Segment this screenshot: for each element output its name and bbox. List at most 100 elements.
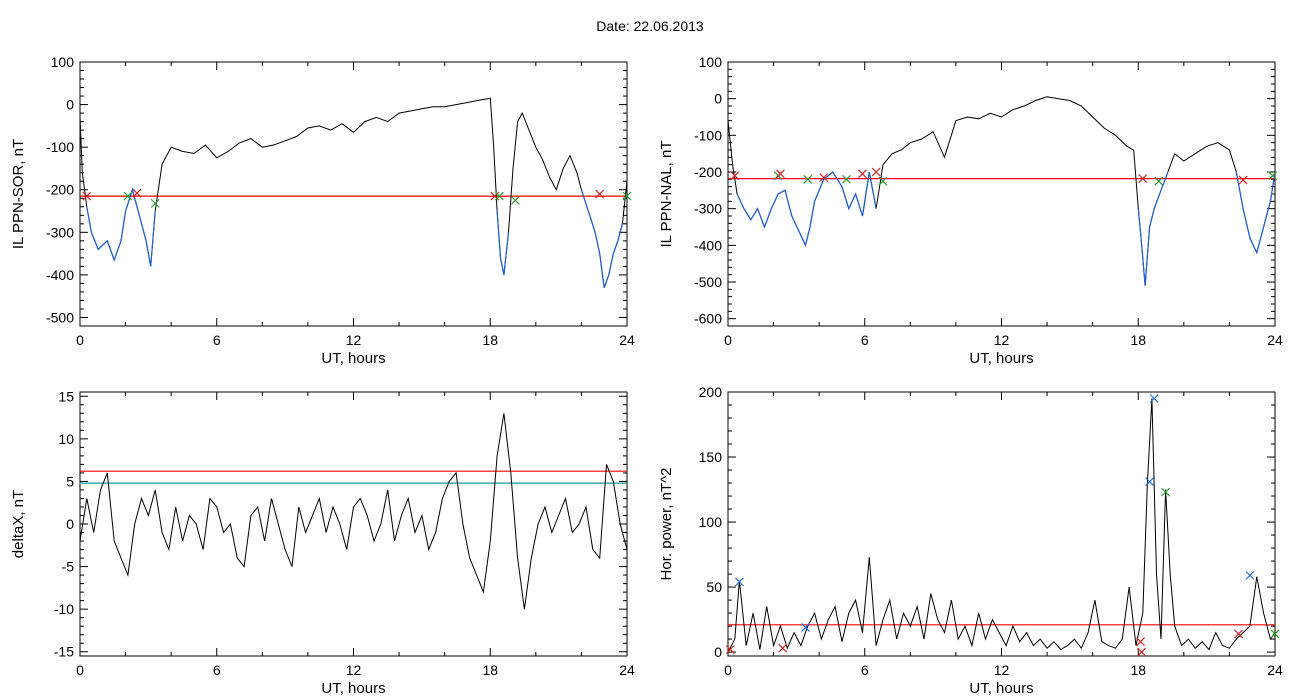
marker-stroke bbox=[734, 577, 744, 587]
y-tick-label: -5 bbox=[62, 559, 75, 575]
marker-stroke bbox=[819, 173, 829, 182]
y-tick-label: 10 bbox=[58, 431, 74, 447]
storm-segment bbox=[1137, 171, 1169, 286]
storm-segment bbox=[580, 189, 623, 288]
x-tick-label: 6 bbox=[861, 332, 869, 348]
x-tick-label: 12 bbox=[994, 332, 1010, 348]
chart-panel-4: 0 6 12 18 24 200 150 100 50 0 UT, hours Hor. power,… bbox=[658, 384, 1283, 697]
event-marker bbox=[1238, 175, 1248, 185]
event-marker bbox=[1161, 487, 1171, 497]
event-marker bbox=[842, 174, 851, 184]
event-marker bbox=[1270, 629, 1280, 639]
marker-stroke bbox=[842, 174, 851, 184]
marker-stroke bbox=[132, 188, 142, 198]
y-tick-label: -100 bbox=[694, 127, 722, 143]
y-tick-label: -500 bbox=[694, 274, 722, 290]
x-tick-label: 0 bbox=[76, 662, 84, 678]
x-axis-label: UT, hours bbox=[321, 680, 385, 697]
page-title: Date: 22.06.2013 bbox=[596, 18, 704, 34]
y-tick-label: 0 bbox=[714, 91, 722, 107]
event-marker bbox=[871, 167, 881, 177]
event-marker bbox=[150, 198, 160, 208]
marker-stroke bbox=[1161, 487, 1171, 497]
storm-segment bbox=[1235, 171, 1276, 255]
storm-segment bbox=[496, 210, 510, 276]
marker-stroke bbox=[775, 169, 785, 179]
event-marker bbox=[1245, 570, 1255, 580]
x-tick-label: 12 bbox=[994, 662, 1010, 678]
marker-stroke bbox=[858, 169, 867, 179]
y-axis-label: IL PPN-SOR, nT bbox=[10, 139, 27, 249]
event-marker bbox=[1138, 174, 1148, 184]
y-axis-label: deltaX, nT bbox=[10, 490, 27, 558]
y-tick-label: -500 bbox=[46, 309, 74, 325]
x-tick-label: 0 bbox=[724, 332, 732, 348]
x-tick-label: 0 bbox=[724, 662, 732, 678]
marker-stroke bbox=[150, 198, 160, 208]
y-tick-label: 150 bbox=[699, 449, 723, 465]
marker-stroke bbox=[1149, 394, 1159, 403]
plot-frame bbox=[79, 391, 628, 657]
x-tick-label: 6 bbox=[213, 662, 221, 678]
marker-stroke bbox=[1245, 570, 1255, 580]
x-tick-label: 12 bbox=[346, 662, 362, 678]
y-tick-label: 0 bbox=[66, 516, 74, 532]
y-tick-label: -200 bbox=[46, 182, 74, 198]
x-tick-label: 24 bbox=[1267, 662, 1283, 678]
y-tick-label: 100 bbox=[699, 54, 723, 70]
y-tick-label: 0 bbox=[66, 97, 74, 113]
event-marker bbox=[622, 191, 632, 201]
marker-stroke bbox=[803, 174, 813, 184]
x-tick-label: 18 bbox=[482, 332, 498, 348]
event-marker bbox=[494, 191, 504, 201]
event-marker bbox=[730, 171, 740, 181]
y-tick-label: 15 bbox=[58, 388, 74, 404]
event-marker bbox=[803, 174, 813, 184]
marker-stroke bbox=[123, 191, 133, 201]
x-tick-label: 24 bbox=[1267, 332, 1283, 348]
event-marker bbox=[510, 195, 520, 205]
series-line bbox=[727, 398, 1276, 653]
marker-stroke bbox=[778, 643, 788, 653]
marker-stroke bbox=[730, 171, 740, 181]
y-tick-label: -400 bbox=[694, 237, 722, 253]
event-marker bbox=[801, 622, 810, 632]
event-marker bbox=[819, 173, 829, 182]
marker-stroke bbox=[1154, 176, 1164, 186]
marker-stroke bbox=[1145, 477, 1155, 487]
chart-panel-1: 0 6 12 18 24 100 0 -100 -200 -300 -400 -500 UT, hour… bbox=[10, 54, 635, 367]
event-marker bbox=[775, 169, 785, 179]
y-tick-label: 0 bbox=[714, 644, 722, 660]
x-tick-label: 6 bbox=[213, 332, 221, 348]
y-tick-label: -300 bbox=[46, 224, 74, 240]
event-marker bbox=[82, 191, 92, 201]
storm-segment bbox=[86, 187, 156, 267]
event-marker bbox=[1154, 176, 1164, 186]
x-tick-label: 24 bbox=[619, 332, 635, 348]
event-marker bbox=[858, 169, 867, 179]
event-marker bbox=[1145, 477, 1155, 487]
y-tick-label: -200 bbox=[694, 164, 722, 180]
x-tick-label: 18 bbox=[1130, 662, 1146, 678]
x-axis-label: UT, hours bbox=[321, 350, 385, 367]
y-tick-label: -15 bbox=[54, 644, 74, 660]
series-line bbox=[727, 96, 1276, 286]
y-tick-label: 50 bbox=[706, 579, 722, 595]
event-marker bbox=[1234, 629, 1243, 639]
marker-stroke bbox=[622, 191, 632, 201]
marker-stroke bbox=[510, 195, 520, 205]
x-tick-label: 18 bbox=[482, 662, 498, 678]
series-line bbox=[79, 97, 628, 288]
y-tick-label: 100 bbox=[51, 54, 75, 70]
event-marker bbox=[132, 188, 142, 198]
event-marker bbox=[725, 645, 735, 654]
marker-stroke bbox=[595, 189, 605, 199]
marker-stroke bbox=[82, 191, 92, 201]
x-tick-label: 12 bbox=[346, 332, 362, 348]
marker-stroke bbox=[871, 167, 881, 177]
event-marker bbox=[123, 191, 133, 201]
event-marker bbox=[778, 643, 788, 653]
marker-stroke bbox=[878, 176, 888, 186]
event-marker bbox=[1268, 171, 1278, 181]
